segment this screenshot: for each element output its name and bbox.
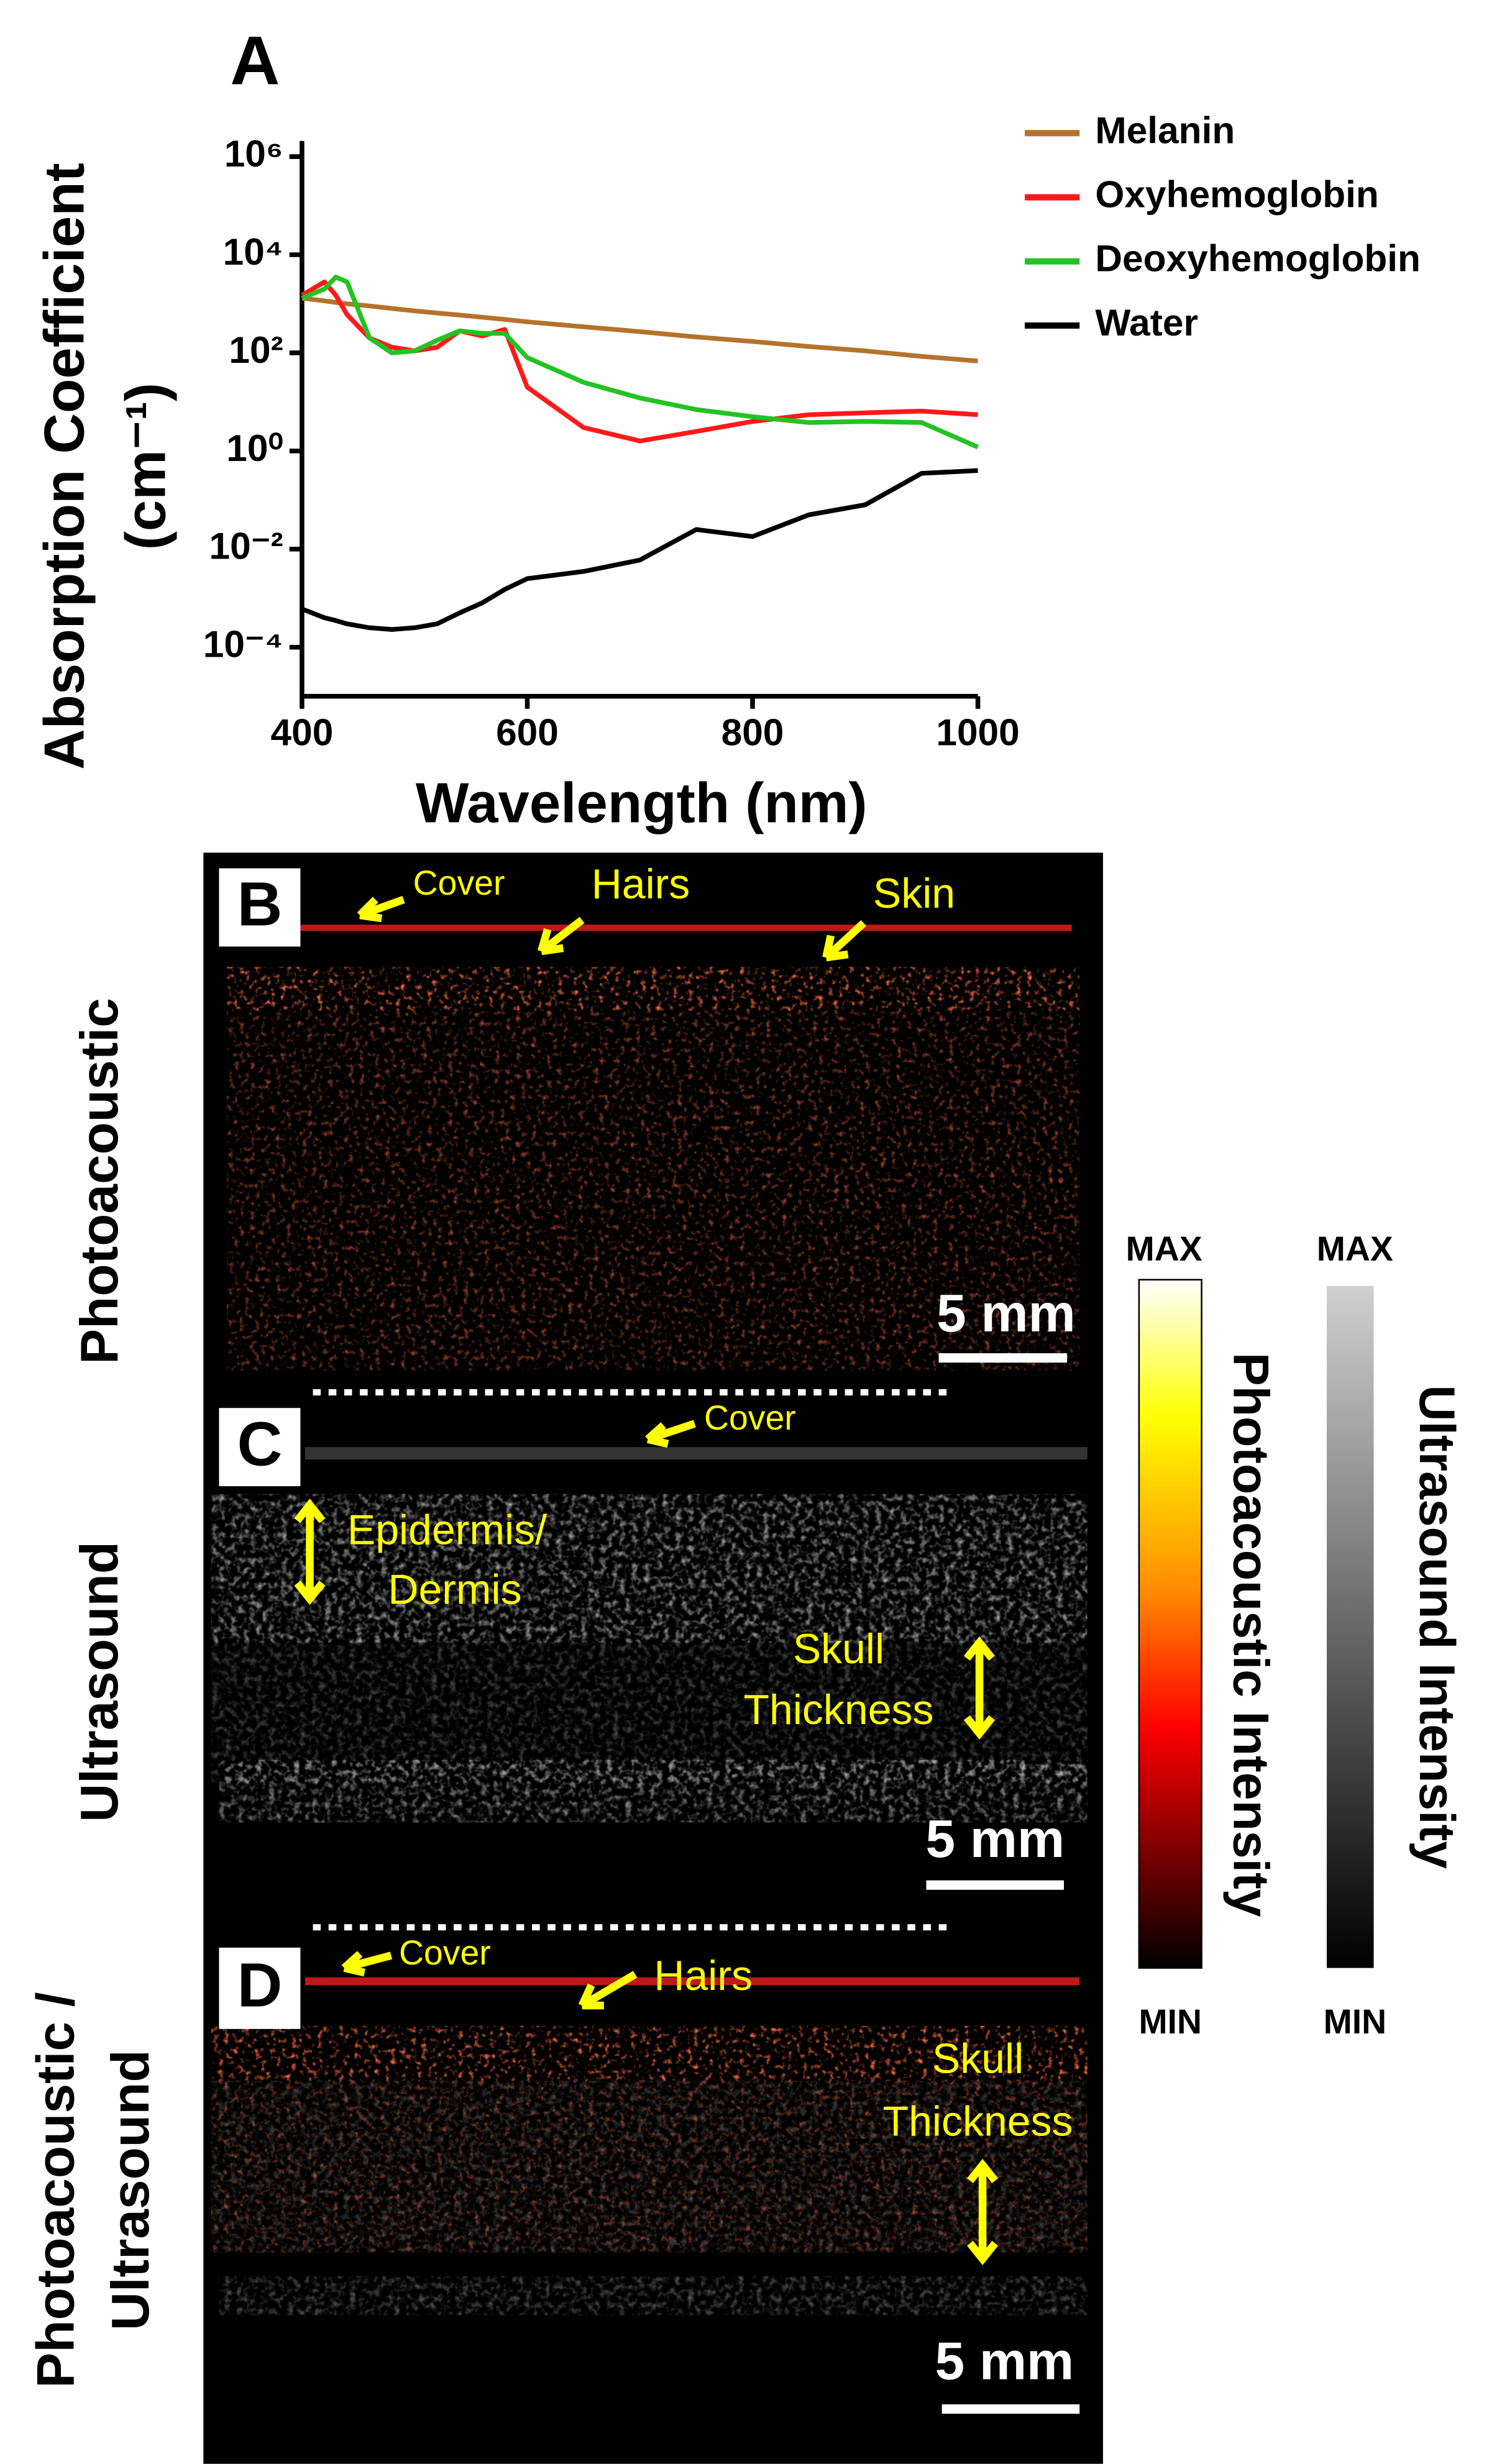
colorbar-title: Photoacoustic Intensity <box>1222 1353 1278 1917</box>
series-line <box>301 468 978 632</box>
side-label: Photoacoustic / <box>26 1992 85 2388</box>
tissue <box>227 1010 1080 1371</box>
arrow <box>967 2158 999 2265</box>
colorbar-max: MAX <box>1317 1230 1393 1268</box>
annotation: Hairs <box>592 860 690 908</box>
y-axis-label: (cm⁻¹) <box>115 383 178 550</box>
arrow <box>578 1971 638 2010</box>
skull <box>219 1759 1088 1823</box>
colorbar <box>1327 1285 1374 1968</box>
panel-label: B <box>237 870 283 939</box>
y-tick-label: 10⁶ <box>224 132 283 175</box>
scale-bar-label: 5 mm <box>925 1810 1065 1869</box>
scale-bar-label: 5 mm <box>936 1284 1076 1343</box>
annotation: Cover <box>413 864 505 902</box>
ultrasound-image <box>211 1447 1088 1823</box>
y-tick-label: 10⁴ <box>223 230 283 273</box>
label-box <box>219 868 301 947</box>
colorbar-max: MAX <box>1126 1230 1202 1268</box>
arrow <box>964 1636 996 1740</box>
cover-line <box>305 1447 1088 1460</box>
arrow <box>294 1499 326 1605</box>
cover-line <box>305 1977 1080 1986</box>
annotation: Skin <box>873 870 955 917</box>
arrow <box>357 896 405 923</box>
skull <box>219 2276 1088 2316</box>
annotation: Dermis <box>388 1566 521 1613</box>
legend-label: Water <box>1095 301 1198 344</box>
annotation: Cover <box>399 1933 491 1972</box>
legend-label: Melanin <box>1095 109 1235 151</box>
x-tick-label: 1000 <box>936 711 1019 754</box>
colorbar <box>1138 1279 1202 1969</box>
plot: 10⁻⁴ 10⁻² 10⁰ 10² 10⁴ 10⁶ 400 600 800 1000 Melanin… <box>203 109 1421 753</box>
side-label: Photoacoustic <box>70 998 129 1364</box>
x-tick-label: 800 <box>721 711 784 754</box>
cover-line <box>297 924 1072 931</box>
label-box <box>219 1947 301 2029</box>
x-tick-label: 600 <box>496 711 559 754</box>
annotation: Cover <box>704 1399 796 1437</box>
x-axis-label: Wavelength (nm) <box>416 772 868 834</box>
y-axis-label: Absorption Coefficient <box>34 163 96 770</box>
annotation: Skull <box>932 2035 1023 2083</box>
annotation: Epidermis/ <box>347 1507 547 1554</box>
y-tick-label: 10⁻² <box>209 525 283 567</box>
dermis <box>211 1494 1088 1643</box>
panel-label: A <box>230 22 280 99</box>
scale-bar-label: 5 mm <box>935 2332 1074 2391</box>
legend-label: Oxyhemoglobin <box>1095 173 1378 215</box>
label-box <box>219 1408 301 1487</box>
colorbar-title: Ultrasound Intensity <box>1409 1385 1465 1869</box>
arrow <box>538 916 585 956</box>
tissue <box>211 2080 1088 2253</box>
panel-label: D <box>237 1950 283 2020</box>
arrow <box>645 1420 696 1448</box>
photoacoustic-image <box>227 924 1080 1371</box>
side-label: Ultrasound <box>101 2050 160 2330</box>
arrow <box>822 920 867 962</box>
annotation: Skull <box>793 1625 884 1672</box>
y-tick-label: 10⁻⁴ <box>203 623 283 665</box>
arrow <box>341 1951 393 1977</box>
hair-layer <box>211 2025 1088 2081</box>
series-line <box>300 279 978 444</box>
colorbar-min: MIN <box>1138 2002 1202 2041</box>
annotation: Thickness <box>883 2097 1073 2145</box>
annotation: Hairs <box>654 1952 753 1999</box>
y-tick-label: 10² <box>229 329 283 371</box>
overlay-image <box>211 1977 1088 2316</box>
series-line <box>301 275 979 450</box>
colorbar-min: MIN <box>1324 2002 1387 2041</box>
y-tick-label: 10⁰ <box>226 427 283 469</box>
legend-label: Deoxyhemoglobin <box>1095 237 1421 280</box>
panel-label: C <box>237 1409 283 1479</box>
side-label: Ultrasound <box>70 1541 129 1822</box>
hair-layer <box>227 967 1080 1011</box>
annotation: Thickness <box>744 1686 934 1733</box>
series-line <box>301 296 978 363</box>
x-tick-label: 400 <box>271 711 334 754</box>
